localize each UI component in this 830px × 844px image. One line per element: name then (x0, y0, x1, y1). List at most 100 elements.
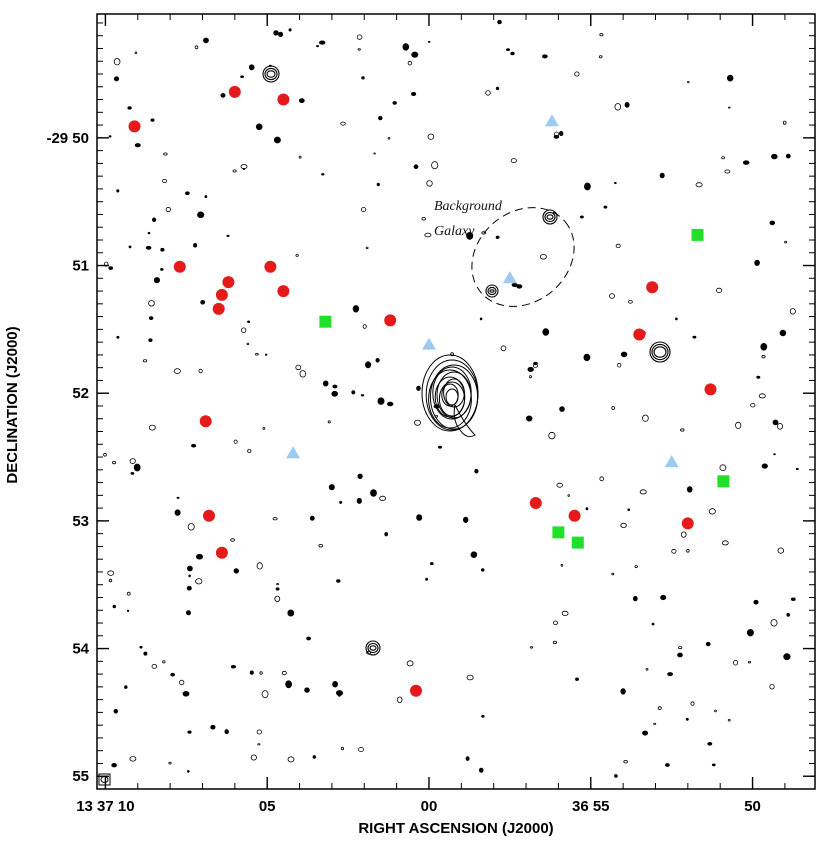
green-square-point (717, 475, 730, 488)
y-tick-label: 54 (72, 641, 89, 658)
contour-speck (465, 756, 470, 761)
contour-speck (332, 681, 339, 688)
x-axis-title: RIGHT ASCENSION (J2000) (358, 820, 553, 837)
contour-speck (230, 664, 236, 669)
contour-speck (321, 173, 325, 176)
contour-speck (611, 406, 616, 410)
contour-speck (257, 743, 261, 746)
contour-speck (777, 547, 784, 554)
contour-speck (495, 86, 500, 91)
source-contour (489, 289, 495, 293)
red-circle-point (222, 276, 235, 289)
contour-speck (168, 761, 172, 765)
contour-speck (124, 685, 128, 689)
contour-speck (556, 482, 563, 488)
contour-speck (259, 671, 263, 675)
contour-speck (540, 253, 547, 260)
contour-speck (249, 670, 254, 675)
contour-speck (338, 694, 341, 697)
source-contour (649, 341, 671, 363)
contour-speck (583, 353, 591, 362)
contour-speck (425, 577, 429, 581)
contour-speck (407, 60, 413, 66)
contour-speck (516, 284, 523, 289)
contour-speck (148, 300, 155, 307)
contour-speck (179, 679, 185, 686)
y-tick-label: 51 (72, 258, 89, 275)
contour-speck (402, 43, 410, 51)
contour-speck (210, 724, 216, 730)
contour-speck (529, 646, 534, 649)
contour-speck (265, 353, 268, 356)
contour-speck (527, 366, 534, 372)
contour-speck (773, 453, 776, 456)
central-source-contour (443, 378, 465, 408)
contour-speck (187, 523, 195, 531)
red-circle-point (704, 383, 717, 396)
contour-speck (143, 359, 148, 363)
contour-speck (406, 660, 414, 667)
source-contour (653, 346, 667, 358)
red-circle-point (203, 509, 215, 522)
contour-speck (327, 420, 331, 424)
contour-speck (153, 277, 160, 284)
source-contour (365, 640, 381, 656)
contour-speck (108, 578, 113, 583)
contour-speck (376, 182, 380, 187)
contour-speck (620, 522, 627, 529)
contour-speck (599, 476, 604, 482)
contour-speck (387, 401, 394, 407)
source-contour (544, 211, 556, 223)
contour-speck (753, 599, 759, 605)
contour-speck (241, 327, 247, 333)
contour-speck (485, 90, 491, 96)
contour-speck (129, 458, 136, 465)
contour-speck (332, 384, 338, 389)
contour-speck (147, 231, 151, 235)
contour-speck (532, 363, 539, 368)
contour-speck (193, 243, 198, 248)
contour-speck (553, 620, 559, 625)
contour-speck (645, 667, 649, 671)
contour-speck (746, 629, 754, 637)
source-contour (651, 343, 669, 361)
beam-box (98, 773, 111, 786)
contour-speck (306, 636, 312, 641)
contour-speck (552, 640, 558, 645)
contour-speck (255, 352, 259, 356)
contour-speck (232, 169, 237, 173)
contour-speck (316, 44, 319, 48)
contour-speck (627, 508, 630, 512)
blue-triangle-point (502, 271, 517, 284)
contour-speck (248, 64, 255, 71)
contour-speck (542, 328, 550, 336)
contour-speck (379, 495, 387, 501)
green-square-point (691, 228, 704, 241)
contour-speck (112, 604, 116, 609)
source-contour (369, 645, 377, 651)
contour-speck (660, 594, 667, 601)
contour-speck (233, 439, 238, 444)
contour-speck (542, 54, 548, 59)
contour-speck (113, 708, 118, 714)
contour-speck (614, 774, 618, 778)
contour-speck (295, 253, 299, 257)
contour-speck (285, 680, 293, 689)
contour-speck (560, 563, 564, 567)
contour-speck (298, 155, 302, 159)
contour-speck (373, 152, 376, 155)
red-circle-point (215, 288, 228, 301)
contour-speck (598, 55, 603, 59)
contour-speck (615, 243, 621, 248)
contour-speck (356, 497, 362, 504)
blue-triangle-point (664, 455, 679, 468)
contour-speck (733, 659, 739, 666)
source-contour (546, 214, 554, 220)
red-circle-point (264, 260, 277, 273)
contour-speck (318, 544, 323, 548)
contour-speck (686, 81, 690, 84)
contour-speck (692, 335, 697, 339)
contour-speck (431, 161, 439, 170)
green-square-point (552, 526, 565, 539)
